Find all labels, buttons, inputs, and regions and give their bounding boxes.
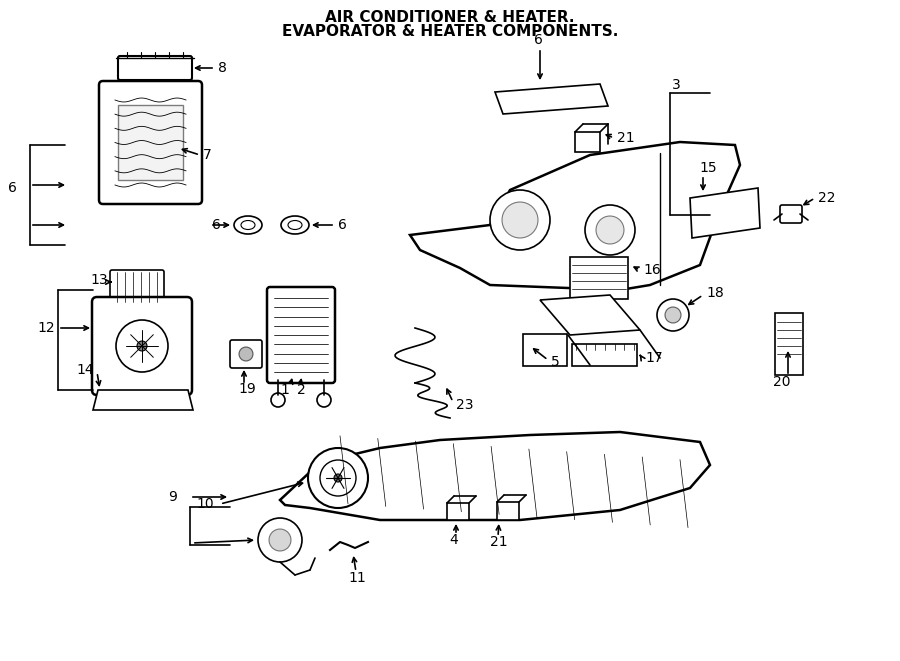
- Bar: [447, 503, 469, 520]
- FancyBboxPatch shape: [267, 287, 335, 383]
- Text: 8: 8: [218, 61, 227, 75]
- Text: 18: 18: [706, 286, 724, 300]
- Text: AIR CONDITIONER & HEATER.: AIR CONDITIONER & HEATER.: [325, 11, 575, 26]
- Polygon shape: [410, 142, 740, 290]
- Circle shape: [269, 529, 291, 551]
- Polygon shape: [495, 84, 608, 114]
- Text: 12: 12: [37, 321, 55, 335]
- Text: 6: 6: [534, 33, 543, 47]
- Circle shape: [239, 347, 253, 361]
- Polygon shape: [93, 390, 193, 410]
- FancyBboxPatch shape: [99, 81, 202, 204]
- Circle shape: [116, 320, 168, 372]
- FancyBboxPatch shape: [110, 270, 164, 304]
- FancyBboxPatch shape: [92, 297, 192, 395]
- FancyBboxPatch shape: [780, 205, 802, 223]
- Ellipse shape: [234, 216, 262, 234]
- Bar: [572, 344, 637, 366]
- Text: 1: 1: [280, 383, 289, 397]
- Polygon shape: [280, 432, 710, 520]
- Bar: [118, 105, 183, 180]
- Text: EVAPORATOR & HEATER COMPONENTS.: EVAPORATOR & HEATER COMPONENTS.: [282, 24, 618, 40]
- Circle shape: [585, 205, 635, 255]
- Circle shape: [502, 202, 538, 238]
- Bar: [775, 313, 803, 375]
- Text: 20: 20: [773, 375, 791, 389]
- Text: 5: 5: [551, 355, 560, 369]
- Circle shape: [271, 393, 285, 407]
- Text: 6: 6: [338, 218, 346, 232]
- Text: 17: 17: [645, 351, 662, 365]
- Text: 22: 22: [818, 191, 835, 205]
- Circle shape: [334, 474, 342, 482]
- Circle shape: [320, 460, 356, 496]
- Text: 14: 14: [76, 363, 94, 377]
- Text: 6: 6: [212, 218, 220, 232]
- Circle shape: [137, 341, 147, 351]
- Text: 2: 2: [297, 383, 306, 397]
- Circle shape: [665, 307, 681, 323]
- FancyBboxPatch shape: [230, 340, 262, 368]
- Bar: [570, 257, 628, 299]
- Text: 9: 9: [168, 490, 177, 504]
- Circle shape: [596, 216, 624, 244]
- Text: 11: 11: [348, 571, 365, 585]
- Text: 21: 21: [617, 131, 634, 145]
- Ellipse shape: [288, 221, 302, 229]
- FancyBboxPatch shape: [118, 56, 192, 80]
- Text: 10: 10: [196, 497, 213, 511]
- Polygon shape: [690, 188, 760, 238]
- Text: 4: 4: [449, 533, 458, 547]
- Bar: [497, 502, 519, 520]
- Text: 6: 6: [8, 181, 17, 195]
- Text: 15: 15: [699, 161, 716, 175]
- Circle shape: [490, 190, 550, 250]
- Polygon shape: [540, 295, 640, 335]
- Ellipse shape: [241, 221, 255, 229]
- Bar: [575, 132, 600, 152]
- Text: 23: 23: [456, 398, 473, 412]
- Circle shape: [317, 393, 331, 407]
- Text: 21: 21: [490, 535, 508, 549]
- Circle shape: [308, 448, 368, 508]
- Circle shape: [657, 299, 689, 331]
- Ellipse shape: [281, 216, 309, 234]
- Circle shape: [258, 518, 302, 562]
- Text: 3: 3: [672, 78, 680, 92]
- Bar: [523, 334, 567, 366]
- Text: 7: 7: [203, 148, 212, 162]
- Text: 19: 19: [238, 382, 256, 396]
- Text: 16: 16: [643, 263, 661, 277]
- Text: 13: 13: [90, 273, 108, 287]
